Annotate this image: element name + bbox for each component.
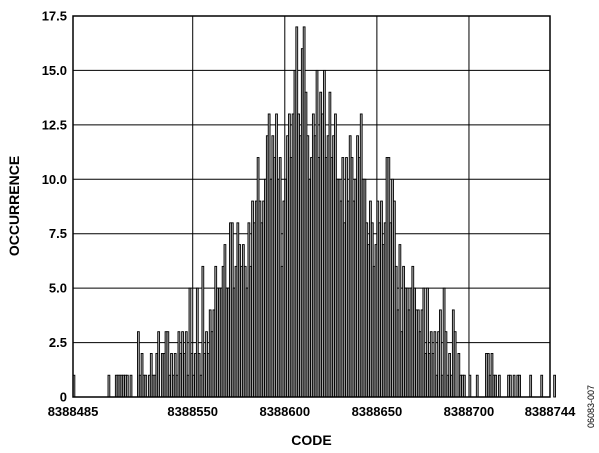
y-tick-label: 7.5 bbox=[49, 226, 67, 241]
histogram-bar bbox=[157, 331, 161, 398]
x-axis-ticks: 8388485 8388550 8388600 8388650 8388700 83887… bbox=[48, 404, 576, 419]
histogram-bar bbox=[107, 374, 111, 398]
x-axis-title: CODE bbox=[291, 432, 331, 448]
histogram-bar bbox=[475, 374, 479, 398]
x-tick-label: 8388650 bbox=[352, 404, 403, 419]
histogram-bar bbox=[553, 374, 556, 398]
figure-id: 06083-007 bbox=[586, 385, 596, 428]
histogram-bar bbox=[529, 374, 533, 398]
y-tick-label: 5.0 bbox=[49, 281, 67, 296]
histogram-bar bbox=[144, 374, 148, 398]
histogram-bar bbox=[468, 374, 472, 398]
plot-frame bbox=[72, 15, 551, 398]
y-tick-label: 15.0 bbox=[42, 63, 67, 78]
histogram-bar bbox=[494, 374, 498, 398]
x-tick-label: 8388485 bbox=[48, 404, 99, 419]
x-tick-label: 8388550 bbox=[167, 404, 218, 419]
histogram-bar bbox=[512, 374, 516, 398]
histogram-bar bbox=[518, 374, 521, 398]
y-tick-label: 10.0 bbox=[42, 172, 67, 187]
histogram-bar bbox=[509, 374, 512, 398]
x-tick-label: 8388600 bbox=[259, 404, 310, 419]
histogram-bar bbox=[125, 374, 129, 398]
y-axis-ticks: 0 2.5 5.0 7.5 10.0 12.5 15.0 17.5 bbox=[42, 9, 67, 405]
histogram-bar bbox=[462, 374, 466, 398]
y-tick-label: 12.5 bbox=[42, 117, 67, 132]
y-tick-label: 2.5 bbox=[49, 335, 67, 350]
y-tick-label: 0 bbox=[60, 390, 67, 405]
y-axis-title: OCCURRENCE bbox=[6, 156, 22, 256]
y-tick-label: 17.5 bbox=[42, 9, 67, 24]
x-tick-label: 8388744 bbox=[525, 404, 576, 419]
histogram-bar bbox=[129, 374, 133, 398]
histogram-bar bbox=[497, 374, 501, 398]
x-tick-label: 8388700 bbox=[444, 404, 495, 419]
histogram-bar bbox=[540, 374, 544, 398]
histogram-bar bbox=[453, 331, 457, 398]
histogram-bars bbox=[72, 26, 556, 398]
